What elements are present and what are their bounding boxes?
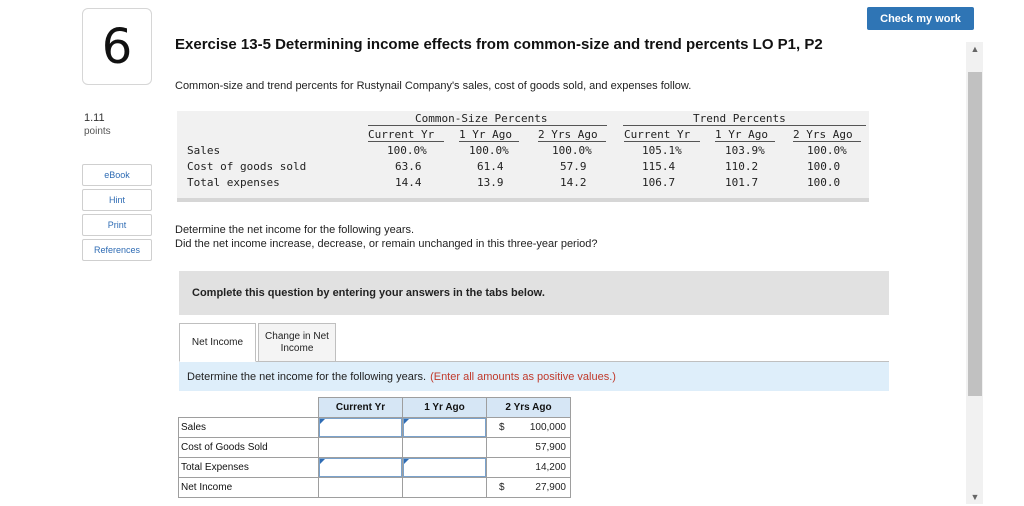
table-cell: 14.4	[395, 176, 422, 189]
print-button[interactable]: Print	[82, 214, 152, 236]
table-cell: 100.0	[807, 160, 841, 173]
net-income-1yr-cell	[402, 477, 487, 498]
col-header-cs-1yr: 1 Yr Ago	[459, 128, 512, 141]
input-field[interactable]	[403, 458, 486, 477]
table-cell: 100.0%	[469, 144, 509, 157]
table-row: Total Expenses 14,200	[178, 457, 571, 478]
dollar-sign: $	[499, 482, 505, 493]
value-text: 100,000	[529, 422, 566, 433]
sales-current-input[interactable]	[318, 417, 403, 438]
col-header-current: Current Yr	[318, 397, 403, 418]
value-text: 27,900	[535, 482, 566, 493]
input-field[interactable]	[319, 458, 402, 477]
row-label: Total Expenses	[178, 457, 319, 478]
row-label: Cost of Goods Sold	[178, 437, 319, 458]
check-my-work-button[interactable]: Check my work	[867, 7, 974, 30]
table-cell: 13.9	[477, 176, 504, 189]
scroll-thumb[interactable]	[968, 72, 982, 396]
table-cell: 106.7	[642, 176, 676, 189]
row-label: Net Income	[178, 477, 319, 498]
references-button[interactable]: References	[82, 239, 152, 261]
table-cell: 100.0	[807, 176, 841, 189]
question-number: 6	[82, 8, 152, 85]
row-label: Sales	[178, 417, 319, 438]
row-label-cogs: Cost of goods sold	[187, 160, 307, 173]
scroll-up-icon[interactable]: ▲	[970, 44, 980, 54]
row-label-sales: Sales	[187, 144, 221, 157]
col-header-tr-1yr: 1 Yr Ago	[715, 128, 768, 141]
sales-2yr-value: $100,000	[486, 417, 571, 438]
cogs-2yr-value: 57,900	[486, 437, 571, 458]
ebook-button[interactable]: eBook	[82, 164, 152, 186]
intro-text: Common-size and trend percents for Rusty…	[175, 80, 692, 92]
complete-prompt: Complete this question by entering your …	[179, 271, 889, 315]
table-cell: 101.7	[725, 176, 759, 189]
instruction-2: Did the net income increase, decrease, o…	[175, 238, 598, 250]
table-cell: 100.0%	[387, 144, 427, 157]
col-underline	[538, 141, 606, 142]
table-corner	[178, 397, 319, 418]
col-underline	[793, 141, 861, 142]
scroll-down-icon[interactable]: ▼	[970, 492, 980, 502]
cogs-1yr-cell	[402, 437, 487, 458]
col-header-cs-2yr: 2 Yrs Ago	[538, 128, 598, 141]
table-cell: 14.2	[560, 176, 587, 189]
sales-1yr-input[interactable]	[402, 417, 487, 438]
table-row: Cost of Goods Sold 57,900	[178, 437, 571, 458]
trend-underline	[623, 125, 866, 126]
trend-header: Trend Percents	[693, 112, 786, 125]
table-cell: 100.0%	[552, 144, 592, 157]
col-header-1yr: 1 Yr Ago	[402, 397, 487, 418]
percent-table: Common-Size Percents Trend Percents Curr…	[177, 111, 869, 202]
col-underline	[624, 141, 700, 142]
table-cell: 63.6	[395, 160, 422, 173]
col-underline	[459, 141, 519, 142]
hint-button[interactable]: Hint	[82, 189, 152, 211]
table-cell: 61.4	[477, 160, 504, 173]
expenses-1yr-input[interactable]	[402, 457, 487, 478]
table-header-row: Current Yr 1 Yr Ago 2 Yrs Ago	[178, 397, 571, 418]
col-underline	[715, 141, 775, 142]
table-cell: 100.0%	[807, 144, 847, 157]
dollar-sign: $	[499, 422, 505, 433]
tab-net-income[interactable]: Net Income	[179, 323, 256, 362]
table-cell: 105.1%	[642, 144, 682, 157]
table-cell: 57.9	[560, 160, 587, 173]
col-header-tr-2yr: 2 Yrs Ago	[793, 128, 853, 141]
points-label: points	[84, 126, 111, 137]
cogs-current-cell	[318, 437, 403, 458]
table-row: Net Income $27,900	[178, 477, 571, 498]
table-cell: 110.2	[725, 160, 759, 173]
col-header-cs-current: Current Yr	[368, 128, 435, 141]
net-income-table: Current Yr 1 Yr Ago 2 Yrs Ago Sales $100…	[178, 397, 571, 498]
tab-divider	[179, 361, 889, 362]
net-income-2yr-value: $27,900	[486, 477, 571, 498]
input-field[interactable]	[403, 418, 486, 437]
input-field[interactable]	[319, 418, 402, 437]
net-income-current-cell	[318, 477, 403, 498]
col-header-tr-current: Current Yr	[624, 128, 691, 141]
table-row: Sales $100,000	[178, 417, 571, 438]
expenses-current-input[interactable]	[318, 457, 403, 478]
instruction-1: Determine the net income for the followi…	[175, 224, 415, 236]
exercise-title: Exercise 13-5 Determining income effects…	[175, 36, 823, 53]
task-note: (Enter all amounts as positive values.)	[430, 370, 616, 383]
value-text: 14,200	[535, 462, 566, 473]
tab-change-in-net-income[interactable]: Change in Net Income	[258, 323, 336, 362]
task-text: Determine the net income for the followi…	[187, 370, 427, 383]
task-instruction: Determine the net income for the followi…	[179, 362, 889, 391]
col-underline	[368, 141, 444, 142]
points-value: 1.11	[84, 112, 105, 124]
value-text: 57,900	[535, 442, 566, 453]
row-label-expenses: Total expenses	[187, 176, 280, 189]
common-size-header: Common-Size Percents	[415, 112, 548, 125]
col-header-2yr: 2 Yrs Ago	[486, 397, 571, 418]
table-cell: 103.9%	[725, 144, 765, 157]
expenses-2yr-value: 14,200	[486, 457, 571, 478]
common-size-underline	[368, 125, 607, 126]
table-cell: 115.4	[642, 160, 676, 173]
